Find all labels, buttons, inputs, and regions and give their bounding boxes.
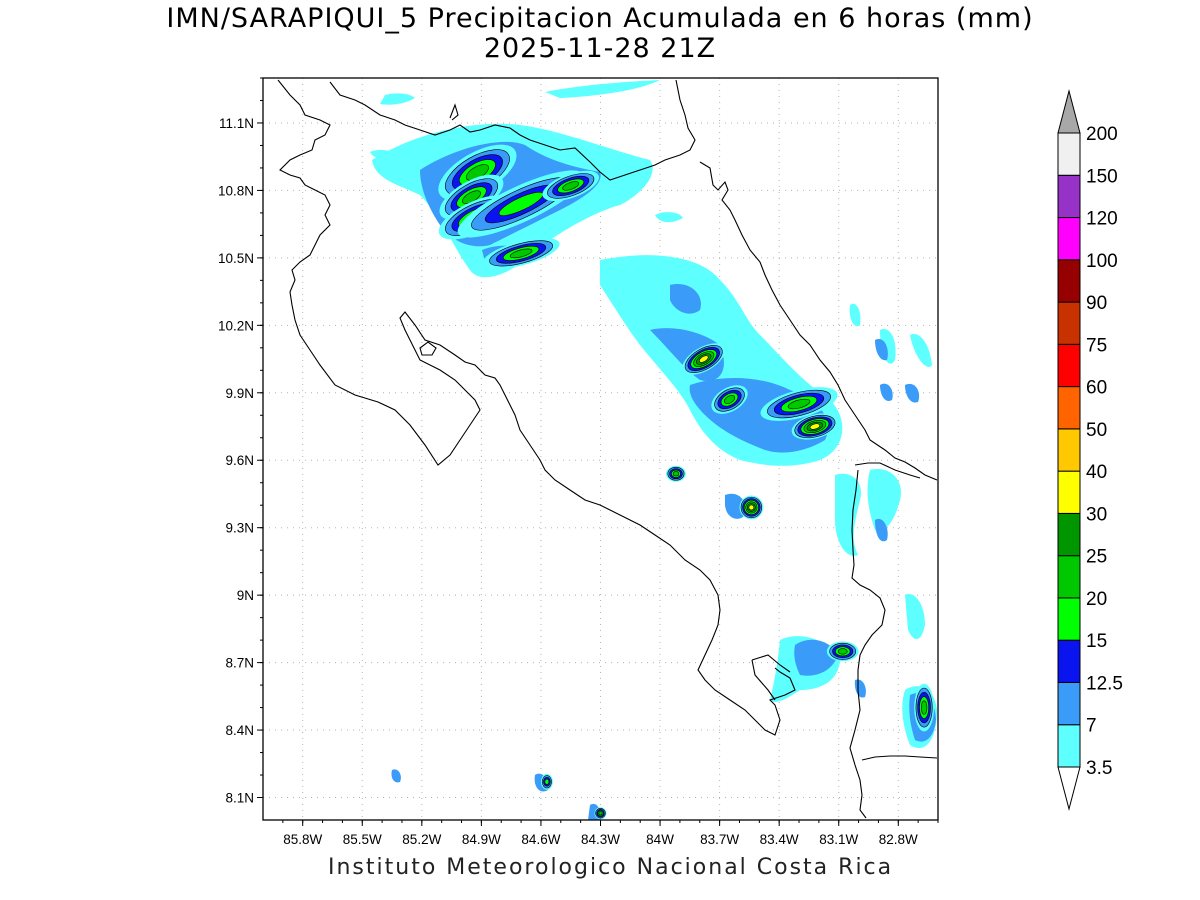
- colorbar-label: 15: [1086, 631, 1107, 652]
- precip-contour: [672, 471, 680, 477]
- precip-contour: [562, 181, 580, 191]
- colorbar-box: [1057, 132, 1081, 176]
- precip-cell: [739, 495, 764, 520]
- colorbar-label: 150: [1086, 166, 1118, 187]
- x-tick-label: 83.1W: [819, 832, 858, 847]
- colorbar-label: 3.5: [1086, 758, 1112, 779]
- precip-cell: [914, 683, 935, 732]
- precip-contour: [920, 700, 928, 715]
- y-tick-label: 11.1N: [219, 116, 254, 131]
- y-tick-label: 10.5N: [218, 251, 254, 266]
- x-tick-label: 82.8W: [879, 832, 918, 847]
- precip-contour: [598, 811, 603, 816]
- colorbar-label: 50: [1086, 420, 1107, 441]
- colorbar-box: [1057, 512, 1081, 557]
- colorbar-label: 100: [1086, 251, 1118, 272]
- colorbar-box: [1057, 343, 1081, 388]
- y-tick-label: 9.6N: [225, 453, 254, 468]
- precipitation-cells: [438, 144, 935, 820]
- x-tick-label: 84.3W: [581, 832, 620, 847]
- precip-contour: [724, 395, 736, 404]
- colorbar-box: [1057, 386, 1081, 430]
- colorbar-box: [1057, 428, 1081, 472]
- colorbar-box: [1057, 470, 1081, 514]
- colorbar-label: 120: [1086, 209, 1118, 230]
- colorbar-box: [1057, 217, 1081, 261]
- precip-cell: [666, 465, 686, 482]
- precip-cell: [791, 413, 839, 440]
- coastline-borders: [277, 79, 938, 819]
- colorbar-label: 75: [1086, 335, 1107, 356]
- precip-contour: [509, 248, 533, 259]
- colorbar-label: 200: [1086, 124, 1118, 145]
- x-tick-label: 84W: [646, 832, 674, 847]
- map-subtitle-datetime: 2025-11-28 21Z: [483, 33, 717, 64]
- colorbar-box: [1057, 681, 1081, 726]
- x-tick-label: 85.8W: [283, 832, 322, 847]
- precip-cell: [438, 144, 517, 201]
- colorbar-box: [1057, 724, 1081, 768]
- precip-cell: [439, 174, 504, 220]
- colorbar-label: 40: [1086, 462, 1107, 483]
- y-tick-label: 9N: [237, 588, 254, 603]
- colorbar-legend: 3.5 7 12.5 15 20 25 30 40 50 60 75 90 100 120 150 200: [1057, 89, 1123, 811]
- x-tick-label: 84.6W: [521, 832, 560, 847]
- colorbar-box: [1057, 301, 1081, 345]
- colorbar-bottom-arrow: [1057, 766, 1081, 811]
- precip-cell: [542, 170, 599, 202]
- precip-contour: [837, 648, 848, 655]
- colorbar-label: 60: [1086, 378, 1107, 399]
- colorbar-label: 30: [1086, 504, 1107, 525]
- colorbar-box: [1057, 555, 1081, 599]
- precip-contour: [698, 355, 709, 363]
- y-tick-label: 8.4N: [225, 723, 254, 738]
- x-tick-label: 85.2W: [402, 832, 441, 847]
- colorbar-label: 90: [1086, 293, 1107, 314]
- colorbar-top-arrow: [1057, 89, 1081, 134]
- colorbar-box: [1057, 597, 1081, 641]
- footer-credit: Instituto Meteorologico Nacional Costa R…: [328, 855, 894, 880]
- colorbar-label: 12.5: [1086, 673, 1123, 694]
- x-tick-label: 83.7W: [700, 832, 739, 847]
- precip-cell: [826, 641, 859, 662]
- axis-ticks: 85.8W 85.5W 85.2W 84.9W 84.6W 84.3W 84W 83.7W 83…: [218, 77, 939, 847]
- y-tick-label: 10.8N: [218, 183, 254, 198]
- precip-cell: [540, 773, 553, 790]
- colorbar-label: 7: [1086, 716, 1097, 737]
- x-tick-label: 85.5W: [343, 832, 382, 847]
- precip-cell: [711, 385, 748, 414]
- x-tick-label: 83.4W: [760, 832, 799, 847]
- y-tick-label: 10.2N: [218, 318, 254, 333]
- y-tick-label: 9.9N: [225, 386, 254, 401]
- x-tick-label: 84.9W: [462, 832, 501, 847]
- colorbar-label: 25: [1086, 547, 1107, 568]
- colorbar-box: [1057, 174, 1081, 219]
- map-title: IMN/SARAPIQUI_5 Precipitacion Acumulada …: [166, 3, 1034, 34]
- precip-cell: [682, 343, 726, 375]
- precip-cell: [482, 237, 560, 269]
- precip-contour: [748, 504, 755, 511]
- y-tick-label: 9.3N: [225, 521, 254, 536]
- precip-cell: [594, 807, 607, 820]
- precip-cell: [760, 387, 838, 421]
- colorbar-box: [1057, 259, 1081, 303]
- y-tick-label: 8.1N: [225, 791, 254, 806]
- colorbar-label: 20: [1086, 589, 1107, 610]
- precip-contour: [787, 398, 811, 410]
- y-tick-label: 8.7N: [225, 656, 254, 671]
- precip-contour: [809, 423, 821, 430]
- precip-contour: [544, 778, 550, 785]
- colorbar-box: [1057, 639, 1081, 683]
